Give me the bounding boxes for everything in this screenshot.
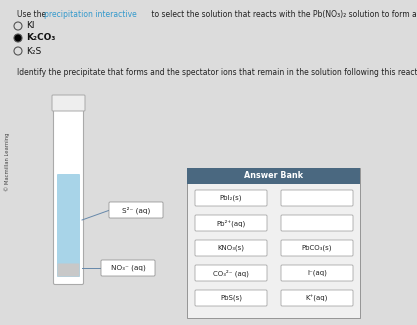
Circle shape [14, 34, 22, 42]
FancyBboxPatch shape [187, 168, 360, 318]
Text: Identify the precipitate that forms and the spectator ions that remain in the so: Identify the precipitate that forms and … [17, 68, 417, 77]
FancyBboxPatch shape [52, 95, 85, 111]
FancyBboxPatch shape [281, 290, 353, 306]
FancyBboxPatch shape [53, 98, 83, 284]
FancyBboxPatch shape [195, 240, 267, 256]
FancyBboxPatch shape [195, 215, 267, 231]
FancyBboxPatch shape [195, 190, 267, 206]
Text: S²⁻ (aq): S²⁻ (aq) [122, 206, 150, 214]
Text: I⁻(aq): I⁻(aq) [307, 270, 327, 276]
Text: Pb²⁺(aq): Pb²⁺(aq) [216, 219, 246, 227]
Text: to select the solution that reacts with the Pb(NO₃)₂ solution to form a white so: to select the solution that reacts with … [149, 10, 417, 19]
Text: K₂S: K₂S [26, 46, 41, 56]
Text: Answer Bank: Answer Bank [244, 172, 303, 180]
Text: NO₃⁻ (aq): NO₃⁻ (aq) [111, 265, 146, 271]
FancyBboxPatch shape [195, 265, 267, 281]
Text: PbCO₃(s): PbCO₃(s) [302, 245, 332, 251]
Text: PbI₂(s): PbI₂(s) [220, 195, 242, 201]
Text: PbS(s): PbS(s) [220, 295, 242, 301]
FancyBboxPatch shape [57, 174, 80, 277]
Text: KNO₃(s): KNO₃(s) [218, 245, 244, 251]
FancyBboxPatch shape [195, 290, 267, 306]
FancyBboxPatch shape [58, 264, 80, 277]
Text: CO₃²⁻ (aq): CO₃²⁻ (aq) [213, 269, 249, 277]
FancyBboxPatch shape [281, 240, 353, 256]
FancyBboxPatch shape [109, 202, 163, 218]
FancyBboxPatch shape [281, 190, 353, 206]
FancyBboxPatch shape [281, 215, 353, 231]
FancyBboxPatch shape [101, 260, 155, 276]
Text: K₂CO₃: K₂CO₃ [26, 33, 55, 43]
Text: © Macmillan Learning: © Macmillan Learning [4, 133, 10, 191]
FancyBboxPatch shape [187, 168, 360, 184]
Text: KI: KI [26, 21, 35, 31]
Text: K⁺(aq): K⁺(aq) [306, 294, 328, 302]
Text: Use the: Use the [17, 10, 48, 19]
Text: precipitation interactive: precipitation interactive [44, 10, 137, 19]
FancyBboxPatch shape [281, 265, 353, 281]
